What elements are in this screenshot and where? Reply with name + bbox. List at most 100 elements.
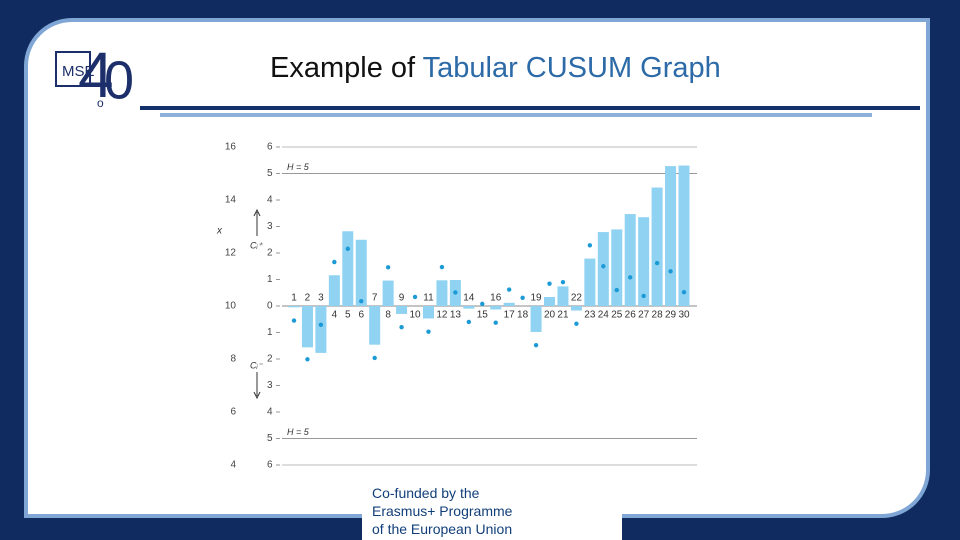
y2-tick-label: 3 bbox=[267, 380, 273, 391]
bar bbox=[530, 306, 542, 332]
y-tick-label: 12 bbox=[225, 248, 237, 259]
bar bbox=[422, 306, 434, 319]
x-label: 15 bbox=[477, 310, 489, 321]
x-label: 12 bbox=[436, 310, 448, 321]
x-label: 5 bbox=[345, 310, 351, 321]
x-label: 2 bbox=[305, 293, 311, 304]
bar bbox=[624, 214, 636, 306]
bar bbox=[651, 187, 663, 306]
dot bbox=[681, 290, 687, 295]
logo-text: 0 bbox=[104, 50, 134, 110]
bar bbox=[665, 166, 677, 306]
dot bbox=[506, 287, 512, 292]
dot bbox=[291, 318, 297, 323]
y2-tick-label: 2 bbox=[267, 354, 273, 365]
bar bbox=[544, 296, 556, 306]
bar bbox=[382, 280, 394, 306]
x-label: 25 bbox=[611, 310, 623, 321]
dot bbox=[466, 319, 472, 325]
y2-tick-label: 1 bbox=[267, 274, 273, 285]
footer-line: Co-funded by the bbox=[372, 485, 480, 501]
dot bbox=[439, 264, 445, 270]
x-label: 21 bbox=[557, 310, 569, 321]
bar bbox=[288, 306, 300, 308]
bar bbox=[342, 231, 354, 306]
x-label: 13 bbox=[450, 310, 462, 321]
bar bbox=[396, 306, 408, 314]
y2-tick-label: 4 bbox=[267, 195, 273, 206]
x-label: 8 bbox=[385, 310, 391, 321]
footer-line: of the European Union bbox=[372, 521, 513, 537]
bar bbox=[369, 306, 381, 345]
dot bbox=[493, 320, 498, 325]
y2-tick-label: 4 bbox=[267, 407, 273, 418]
dot bbox=[547, 281, 552, 286]
y2-tick-label: 0 bbox=[267, 301, 273, 312]
y-tick-label: 4 bbox=[230, 460, 236, 471]
y2-tick-label: 6 bbox=[267, 142, 273, 153]
y2-tick-label: 1 bbox=[267, 327, 273, 338]
y2-tick-label: 6 bbox=[267, 460, 273, 471]
axis-arrow bbox=[253, 391, 261, 400]
logo-text: MSE bbox=[62, 63, 95, 80]
bar bbox=[328, 275, 340, 306]
dot bbox=[641, 293, 646, 299]
x-label: 19 bbox=[531, 293, 543, 304]
dot bbox=[359, 299, 364, 304]
dot bbox=[601, 264, 606, 269]
title: Example of Tabular CUSUM Graph bbox=[270, 52, 721, 85]
dot bbox=[533, 343, 539, 348]
axis-arrow bbox=[253, 208, 261, 217]
x-label: 29 bbox=[665, 310, 677, 321]
x-label: 4 bbox=[332, 310, 338, 321]
y-tick-label: 6 bbox=[230, 407, 236, 418]
bar bbox=[557, 286, 569, 306]
y2-tick-label: 5 bbox=[267, 433, 273, 444]
dot bbox=[412, 294, 418, 300]
dot bbox=[587, 243, 593, 248]
y-tick-label: 16 bbox=[225, 142, 237, 153]
logo-box bbox=[55, 51, 91, 87]
bar bbox=[315, 306, 327, 353]
bar bbox=[301, 306, 313, 348]
bar bbox=[597, 232, 609, 306]
y-axis-label: x bbox=[216, 226, 223, 237]
bar bbox=[570, 306, 582, 311]
dot bbox=[668, 269, 673, 274]
x-label: 6 bbox=[358, 310, 364, 321]
x-label: 26 bbox=[625, 310, 637, 321]
y2-axis-label: Cᵢ⁺ bbox=[250, 240, 264, 250]
x-label: 11 bbox=[423, 293, 434, 304]
dot bbox=[480, 301, 485, 307]
y-tick-label: 10 bbox=[225, 301, 237, 312]
x-label: 20 bbox=[544, 310, 556, 321]
dot bbox=[453, 290, 458, 295]
x-label: 3 bbox=[318, 293, 324, 304]
title-text: Example of bbox=[270, 52, 416, 84]
dot bbox=[318, 322, 324, 328]
x-label: 27 bbox=[638, 310, 650, 321]
x-label: 14 bbox=[463, 293, 475, 304]
dot bbox=[560, 279, 566, 285]
h-line-label: H = 5 bbox=[287, 427, 310, 437]
dot bbox=[345, 246, 350, 251]
dot bbox=[385, 265, 391, 270]
x-label: 28 bbox=[652, 310, 664, 321]
x-label: 1 bbox=[291, 293, 297, 304]
y2-tick-label: 2 bbox=[267, 248, 273, 259]
bar bbox=[436, 280, 448, 306]
dot bbox=[654, 260, 660, 266]
panel bbox=[24, 18, 930, 518]
dot bbox=[399, 325, 404, 330]
footer-text: Co-funded by the Erasmus+ Programme of t… bbox=[372, 484, 512, 538]
bar bbox=[584, 258, 596, 306]
dot bbox=[305, 357, 310, 362]
bar bbox=[611, 229, 623, 306]
logo-text: 4 bbox=[78, 39, 114, 111]
bar bbox=[503, 302, 515, 306]
x-label: 30 bbox=[678, 310, 690, 321]
dot bbox=[614, 287, 619, 293]
bar bbox=[463, 306, 475, 309]
dot bbox=[426, 329, 431, 334]
